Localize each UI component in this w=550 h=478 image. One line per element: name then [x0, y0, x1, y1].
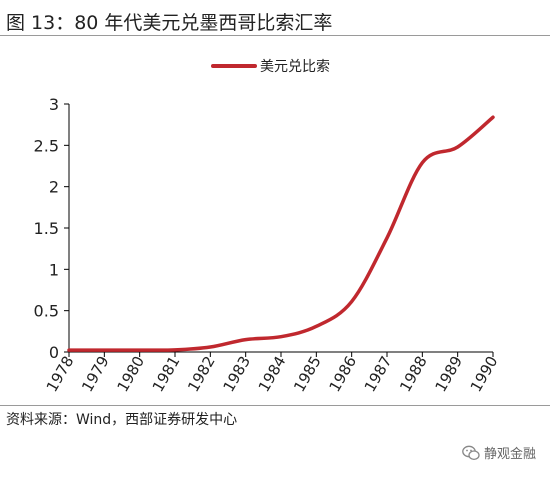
y-tick-label: 0.5 — [34, 302, 59, 321]
x-tick-label: 1989 — [431, 353, 466, 395]
y-tick-label: 1.5 — [34, 219, 59, 238]
x-tick-label: 1983 — [219, 353, 254, 395]
x-tick-label: 1988 — [396, 353, 431, 395]
source-note: 资料来源：Wind，西部证券研发中心 — [6, 412, 238, 428]
y-tick-label: 3 — [49, 95, 59, 114]
y-tick-label: 1 — [49, 260, 59, 279]
legend-label: 美元兑比索 — [260, 58, 330, 75]
x-tick-label: 1980 — [113, 353, 148, 395]
x-tick-label: 1986 — [325, 353, 360, 395]
x-tick-label: 1987 — [361, 353, 396, 395]
top-rule — [0, 35, 550, 36]
legend: 美元兑比索 — [211, 58, 330, 75]
brand-name: 静观金融 — [483, 447, 536, 462]
brand-watermark: 静观金融 — [462, 443, 536, 462]
y-tick-label: 2 — [49, 178, 59, 197]
x-tick-label: 1990 — [467, 353, 502, 395]
x-tick-label: 1981 — [149, 353, 184, 395]
series-line-0 — [67, 115, 495, 352]
plot-area — [67, 115, 495, 352]
x-tick-label: 1985 — [290, 353, 325, 395]
y-tick-label: 2.5 — [34, 136, 59, 155]
wechat-icon — [462, 445, 480, 460]
x-tick-label: 1979 — [78, 353, 113, 395]
y-tick-label: 0 — [49, 343, 59, 362]
x-axis: 1978 1979 1980 1981 1982 1983 1984 1985 1986 1987… — [43, 351, 502, 395]
bottom-rule — [0, 405, 550, 406]
line-chart: 美元兑比索 0 0.5 1 1.5 2 2.5 3 1978 1979 1980 1981 1982… — [34, 58, 502, 395]
x-tick-label: 1982 — [184, 353, 219, 395]
x-tick-label: 1984 — [255, 353, 290, 395]
chart-title: 图 13：80 年代美元兑墨西哥比索汇率 — [6, 12, 333, 34]
y-axis: 0 0.5 1 1.5 2 2.5 3 — [34, 95, 70, 362]
